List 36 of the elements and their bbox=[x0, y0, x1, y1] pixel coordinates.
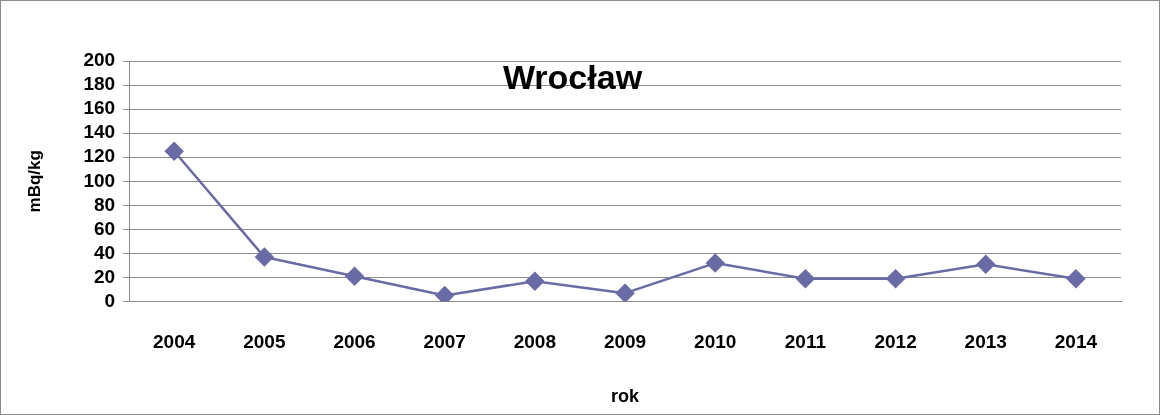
point bbox=[435, 286, 454, 302]
y-tick-label: 40 bbox=[93, 241, 116, 263]
x-tick-label: 2009 bbox=[603, 331, 647, 353]
x-tick-label: 2013 bbox=[964, 331, 1007, 353]
chart-title: Wrocław bbox=[502, 58, 643, 97]
y-tick-label: 20 bbox=[93, 265, 116, 287]
x-tick-label: 2012 bbox=[874, 331, 917, 353]
point bbox=[615, 283, 635, 302]
y-tick-label: 120 bbox=[83, 145, 116, 167]
y-tick-label: 80 bbox=[93, 193, 116, 215]
point bbox=[255, 247, 274, 267]
y-tick-label: 0 bbox=[104, 289, 116, 311]
point bbox=[796, 269, 815, 288]
x-tick-label: 2011 bbox=[784, 331, 827, 353]
point bbox=[705, 253, 725, 273]
x-tick-label: 2008 bbox=[513, 331, 557, 353]
y-tick-label: 100 bbox=[83, 169, 116, 191]
point bbox=[976, 255, 995, 274]
point bbox=[525, 271, 545, 291]
x-tick-label: 2005 bbox=[243, 331, 286, 353]
x-tick-label: 2014 bbox=[1054, 331, 1098, 353]
y-tick-label: 200 bbox=[83, 49, 116, 71]
y-tick-label: 140 bbox=[83, 121, 116, 143]
y-tick-label: 60 bbox=[93, 217, 116, 239]
x-tick-label: 2004 bbox=[153, 331, 196, 353]
y-tick-label: 180 bbox=[83, 73, 116, 95]
point bbox=[1066, 269, 1086, 288]
x-axis-title: rok bbox=[611, 386, 641, 407]
point bbox=[164, 141, 184, 161]
y-axis-title: mBq/kg bbox=[24, 150, 44, 213]
point bbox=[886, 269, 905, 288]
x-tick-label: 2006 bbox=[333, 331, 376, 353]
point bbox=[345, 267, 364, 286]
x-tick-label: 2007 bbox=[423, 331, 466, 353]
y-tick-label: 160 bbox=[83, 97, 116, 119]
x-tick-label: 2010 bbox=[694, 331, 737, 353]
